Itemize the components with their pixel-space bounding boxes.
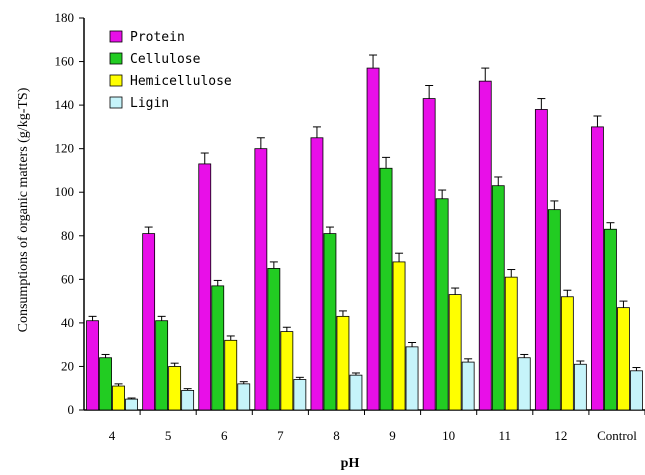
bar-ligin <box>293 379 307 411</box>
legend-label-hemicellulose: Hemicellulose <box>130 74 232 89</box>
legend-label-cellulose: Cellulose <box>130 52 201 67</box>
y-axis-title-group: Consumptions of organic matters (g/kg-TS… <box>16 87 31 332</box>
x-axis-title: pH <box>341 456 360 471</box>
y-axis-title: Consumptions of organic matters (g/kg-TS… <box>16 87 31 332</box>
bar-hemicellulose <box>336 315 350 411</box>
bar-cellulose <box>323 233 337 411</box>
bar-protein <box>86 320 99 411</box>
bar-ligin <box>630 370 643 411</box>
legend-swatch-ligin <box>109 96 123 109</box>
bar-hemicellulose <box>504 276 518 411</box>
bar-protein <box>142 233 156 411</box>
bar-cellulose <box>267 268 281 411</box>
y-tick-label: 80 <box>61 228 74 243</box>
y-tick-label: 100 <box>55 184 75 199</box>
bar-cellulose <box>604 228 617 411</box>
bar-ligin <box>517 357 531 411</box>
bar-protein <box>478 80 492 411</box>
bar-hemicellulose <box>392 261 406 411</box>
bar-cellulose <box>435 198 449 411</box>
y-tick-label: 160 <box>55 54 75 69</box>
x-tick-label: 10 <box>442 428 455 443</box>
bar-protein <box>591 126 604 411</box>
bar-cellulose <box>491 185 505 411</box>
y-tick-label: 60 <box>61 271 74 286</box>
legend-swatch-protein <box>109 30 123 43</box>
x-tick-label: 12 <box>554 428 567 443</box>
legend: Protein Cellulose Hemicellulose Ligin <box>109 30 232 111</box>
bar-ligin <box>349 374 363 411</box>
y-tick-label: 140 <box>55 97 75 112</box>
x-tick-label: Control <box>597 428 637 443</box>
bar-protein <box>198 163 212 411</box>
bar-cellulose <box>99 357 112 411</box>
bar-ligin <box>237 383 251 411</box>
bar-cellulose <box>547 209 561 411</box>
bar-ligin <box>181 389 195 411</box>
bar-ligin <box>125 398 138 411</box>
plot-area: 0 20 40 60 80 100 120 140 160 180 4 5 6 7 8 9 10 11 12 Cont… <box>55 10 645 443</box>
x-tick-label: 11 <box>498 428 511 443</box>
legend-swatch-hemicellulose <box>109 74 123 87</box>
y-tick-label: 20 <box>61 358 74 373</box>
bar-cellulose <box>211 285 225 411</box>
bar-protein <box>310 137 324 411</box>
bar-hemicellulose <box>617 307 630 411</box>
bar-cellulose <box>155 320 169 411</box>
bar-ligin <box>461 361 475 411</box>
legend-swatch-cellulose <box>109 52 123 65</box>
x-tick-label: 8 <box>333 428 340 443</box>
x-tick-label: 6 <box>221 428 228 443</box>
x-tick-label: 5 <box>165 428 172 443</box>
x-tick-label: 9 <box>389 428 396 443</box>
bar-protein <box>534 109 548 411</box>
y-tick-label: 0 <box>68 402 75 417</box>
x-tick-label: 4 <box>109 428 116 443</box>
bar-cellulose <box>379 167 393 411</box>
legend-label-protein: Protein <box>130 30 185 45</box>
bar-protein <box>254 148 268 411</box>
y-tick-label: 120 <box>55 141 75 156</box>
y-tick-label: 180 <box>55 10 75 25</box>
bar-hemicellulose <box>112 385 125 411</box>
legend-label-ligin: Ligin <box>130 96 169 111</box>
bar-hemicellulose <box>168 366 182 411</box>
y-tick-label: 40 <box>61 315 74 330</box>
bar-ligin <box>405 346 419 411</box>
bar-hemicellulose <box>448 294 462 411</box>
bar-ligin <box>573 363 587 411</box>
bar-hemicellulose <box>560 296 574 411</box>
x-tick-label: 7 <box>277 428 284 443</box>
bar-protein <box>366 67 380 411</box>
bar-protein <box>422 98 436 411</box>
bar-hemicellulose <box>280 331 294 411</box>
bar-hemicellulose <box>224 339 238 411</box>
